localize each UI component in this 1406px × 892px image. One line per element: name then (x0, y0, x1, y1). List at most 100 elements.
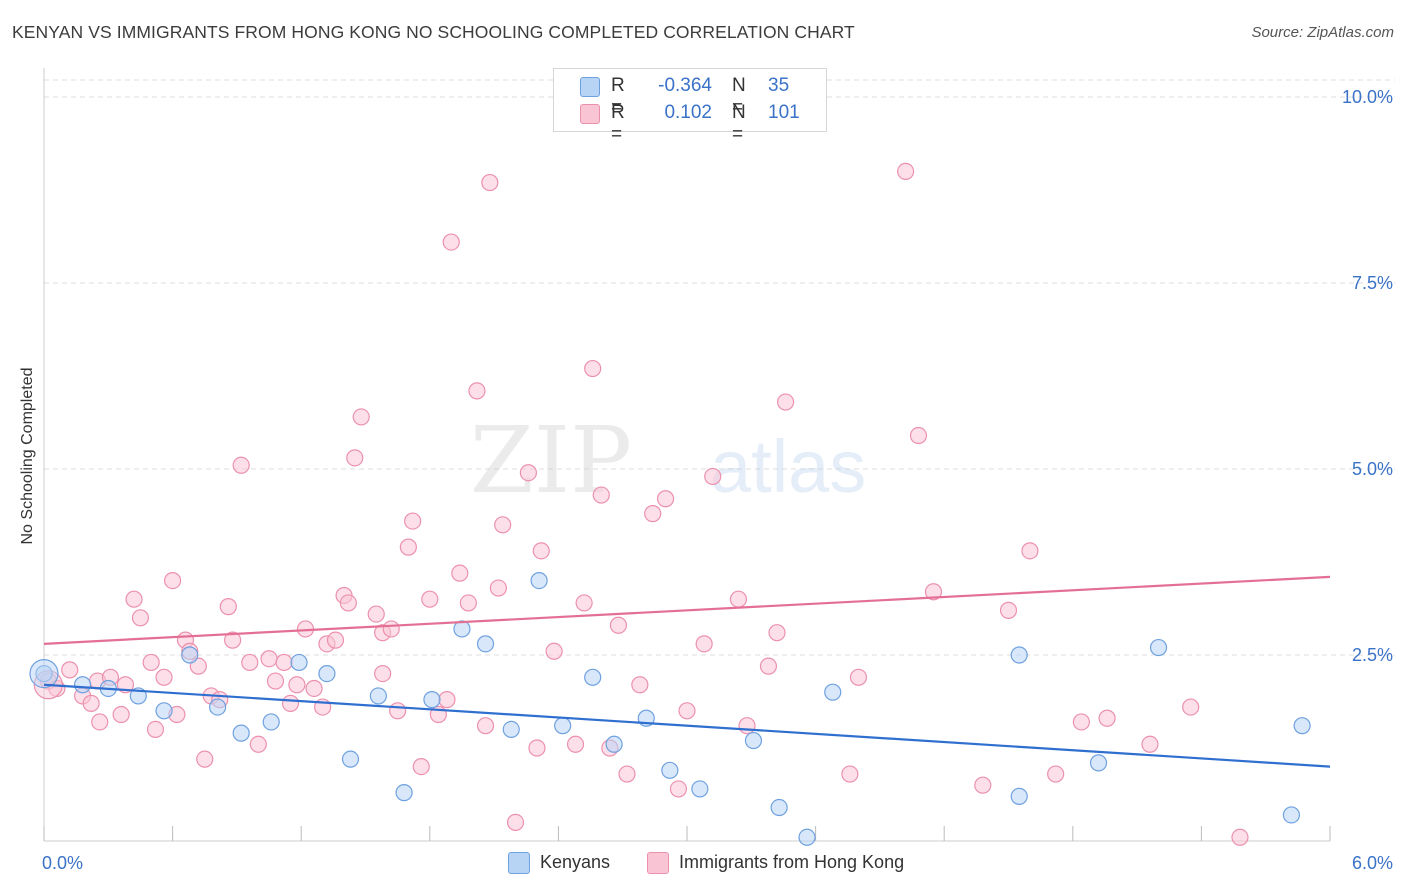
data-point (1141, 735, 1159, 753)
data-point (584, 359, 602, 378)
data-point (155, 668, 173, 686)
data-point (181, 646, 199, 664)
data-point (404, 512, 422, 530)
data-point (266, 672, 285, 690)
source-label: Source: ZipAtlas.com (1251, 24, 1394, 41)
data-point (704, 467, 722, 486)
data-point (131, 609, 150, 627)
legend-swatch-hong-kong (580, 104, 600, 124)
legend-n-label: N = (732, 102, 746, 145)
data-point (759, 657, 778, 675)
data-point (489, 579, 507, 597)
data-point (367, 605, 385, 623)
data-point (476, 717, 495, 735)
data-point (249, 735, 267, 753)
data-point (389, 702, 407, 720)
data-point (1021, 542, 1039, 560)
data-point (592, 486, 610, 504)
data-point (369, 687, 387, 705)
data-point (438, 691, 456, 709)
data-point (678, 702, 696, 720)
data-point (909, 426, 928, 445)
data-point (519, 464, 537, 482)
data-point (605, 735, 623, 753)
data-point (241, 653, 259, 672)
data-point (382, 620, 400, 638)
data-point (999, 601, 1018, 619)
data-point (566, 735, 585, 753)
correlation-legend: R = -0.364 N = 35 R = 0.102 N = 101 (553, 68, 827, 145)
data-point (554, 717, 572, 735)
legend-r-value: -0.364 (658, 75, 712, 96)
data-point (1010, 646, 1028, 664)
data-point (91, 713, 109, 731)
data-point (155, 702, 173, 720)
data-point (125, 590, 143, 608)
bottom-legend-label-kenyans: Kenyans (540, 852, 611, 872)
data-point (1098, 709, 1116, 727)
data-point (423, 691, 441, 709)
data-point (841, 765, 859, 783)
data-point (61, 661, 79, 679)
data-point (164, 571, 182, 590)
data-point (232, 724, 250, 742)
data-point (442, 233, 460, 251)
data-point (502, 720, 520, 739)
data-point (290, 653, 308, 672)
data-point (691, 780, 709, 798)
data-point (232, 456, 250, 474)
bottom-legend-swatch-kenyans (508, 852, 530, 874)
data-point (468, 382, 486, 400)
data-point (288, 676, 306, 694)
data-point (609, 616, 628, 634)
data-point (1010, 787, 1028, 805)
data-point (451, 564, 469, 582)
data-point (661, 761, 679, 779)
legend-n-value: 35 (768, 75, 790, 96)
series-kenyans-points (29, 571, 1311, 846)
data-point (275, 653, 293, 672)
data-point (631, 676, 649, 694)
data-point (924, 583, 943, 601)
data-point (584, 668, 602, 686)
data-point (1047, 765, 1065, 783)
data-point (1089, 754, 1108, 772)
data-point (530, 571, 548, 590)
data-point (305, 679, 323, 698)
data-point (374, 664, 392, 683)
y-tick-label: 2.5% (1352, 645, 1393, 665)
data-point (326, 631, 345, 649)
data-point (1149, 638, 1168, 657)
data-point (768, 624, 786, 642)
legend-swatch-kenyans (580, 77, 600, 97)
data-point (339, 594, 357, 612)
axes (43, 68, 1331, 842)
data-point (849, 668, 868, 686)
x-tick-label: 0.0% (42, 853, 83, 873)
y-tick-label: 10.0% (1342, 87, 1393, 107)
watermark-atlas: atlas (710, 425, 866, 508)
y-tick-label: 5.0% (1352, 459, 1393, 479)
bottom-legend-swatch-hong-kong (647, 852, 669, 874)
data-point (770, 798, 788, 817)
data-point (695, 635, 713, 653)
data-point (395, 784, 413, 802)
data-point (1072, 713, 1090, 731)
data-point (656, 490, 675, 508)
y-tick-label: 7.5% (1352, 273, 1393, 293)
data-point (494, 516, 512, 534)
data-point (281, 694, 300, 712)
data-point (260, 650, 278, 668)
data-point (352, 408, 370, 426)
data-point (744, 731, 763, 750)
data-point (481, 173, 499, 192)
tick-labels: 2.5% 5.0% 7.5% 10.0% 0.0% 6.0% (42, 87, 1393, 873)
chart-title: KENYAN VS IMMIGRANTS FROM HONG KONG NO S… (12, 22, 855, 42)
data-point (421, 590, 439, 608)
data-point (453, 620, 471, 638)
data-point (1293, 717, 1311, 735)
data-point (669, 780, 688, 798)
trend-lines (43, 575, 1331, 768)
gridlines (44, 79, 1395, 656)
legend-r-label: R = (611, 102, 625, 145)
